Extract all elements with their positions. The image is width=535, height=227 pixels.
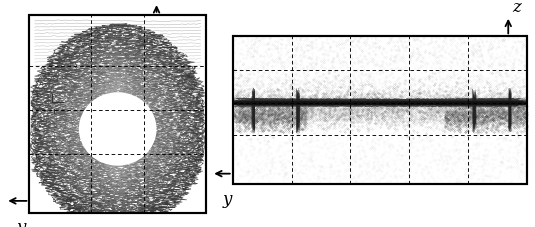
Bar (233, 36, 527, 184)
Bar (233, 36, 527, 184)
Text: x: x (161, 0, 170, 2)
Text: y: y (17, 219, 26, 227)
Ellipse shape (79, 92, 157, 166)
Bar (29, 15, 206, 213)
Bar (29, 15, 206, 213)
Text: z: z (513, 0, 521, 16)
Text: y: y (223, 191, 232, 208)
